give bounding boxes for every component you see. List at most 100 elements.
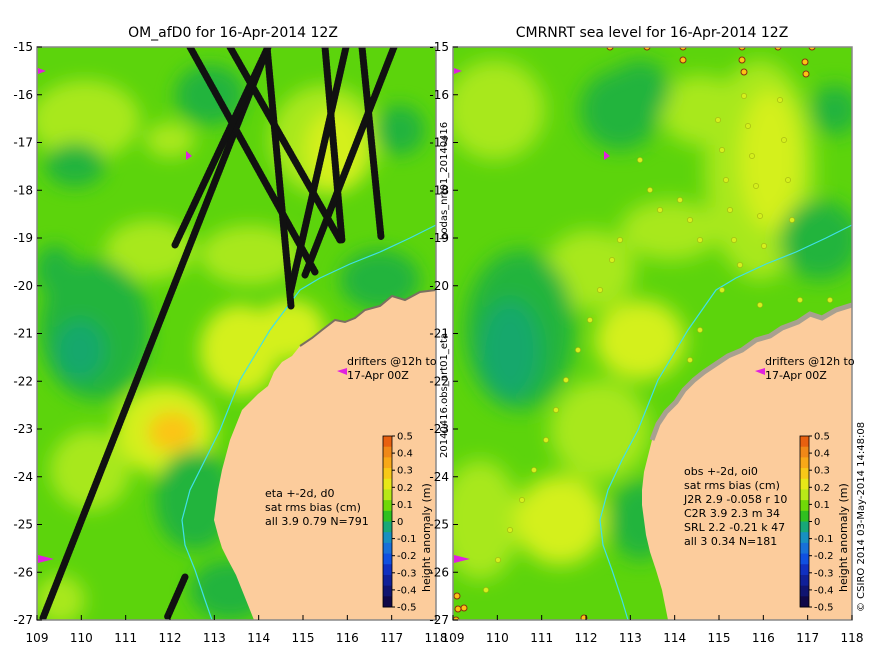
y-tick-label: -19: [429, 231, 449, 245]
x-tick-label: 112: [575, 631, 598, 645]
left-map: [37, 47, 436, 620]
y-tick-label: -22: [13, 374, 33, 388]
x-tick-label: 118: [841, 631, 864, 645]
y-tick-label: -17: [429, 136, 449, 150]
colorbar-swatch: [383, 436, 392, 448]
left-drifter-note-line1: drifters @12h to: [347, 355, 437, 368]
colorbar-swatch: [800, 532, 809, 544]
colorbar-swatch: [383, 510, 392, 522]
x-tick-label: 117: [380, 631, 403, 645]
x-tick-label: 116: [336, 631, 359, 645]
right-anomaly-field: [453, 60, 852, 580]
right-drifter-marker: [454, 555, 470, 563]
y-tick-label: -18: [429, 183, 449, 197]
colorbar-swatch: [383, 478, 392, 490]
right-drifters: [454, 68, 765, 563]
left-panel-title: OM_afD0 for 16-Apr-2014 12Z: [128, 25, 338, 41]
right-y-axis-ticks: -15 -16 -17 -18 -19 -20 -21 -22 -23 -24 -25 -26 -27: [429, 40, 458, 627]
left-stats-block: eta +-2d, d0 sat rms bias (cm) all 3.9 0…: [265, 487, 369, 528]
right-colorbar: 0.5 0.4 0.3 0.2 0.1 0 -0.1 -0.2 -0.3 -0.4 -0.5: [799, 432, 834, 614]
x-tick-label: 111: [114, 631, 137, 645]
colorbar-swatch: [383, 553, 392, 565]
colorbar-swatch: [800, 564, 809, 576]
left-isobath: [181, 224, 436, 620]
right-stats-line: obs +-2d, oi0: [684, 465, 758, 478]
right-coast-shelf: [649, 302, 852, 441]
left-drifters: [38, 68, 347, 563]
colorbar-swatch: [800, 457, 809, 469]
left-x-axis-ticks: 109 110 111 112 113 114 115 116 117 118: [26, 615, 447, 645]
colorbar-swatch: [800, 596, 809, 608]
x-tick-label: 110: [486, 631, 509, 645]
colorbar-tick-label: 0.4: [397, 449, 413, 460]
colorbar-tick-label: 0.1: [397, 500, 413, 511]
y-tick-label: -23: [429, 422, 449, 436]
right-satellite-observations: [483, 93, 833, 593]
y-tick-label: -19: [13, 231, 33, 245]
right-stats-line: J2R 2.9 -0.058 r 10: [683, 493, 787, 506]
copyright-side-label: © CSIRO 2014 03-May-2014 14:48:08: [856, 422, 867, 612]
colorbar-tick-label: 0.3: [397, 466, 413, 477]
left-stats-line: eta +-2d, d0: [265, 487, 334, 500]
colorbar-swatch: [800, 553, 809, 565]
y-tick-label: -15: [429, 40, 449, 54]
right-stats-line: sat rms bias (cm): [684, 479, 780, 492]
colorbar-swatch: [383, 574, 392, 587]
right-stats-line: SRL 2.2 -0.21 k 47: [684, 521, 785, 534]
x-tick-label: 113: [619, 631, 642, 645]
right-stats-block: obs +-2d, oi0 sat rms bias (cm) J2R 2.9 …: [683, 465, 787, 548]
colorbar-swatch: [383, 489, 392, 501]
y-tick-label: -27: [13, 613, 33, 627]
colorbar-swatch: [800, 500, 809, 512]
middle-top-side-label: bodas_nrt01_20140416: [439, 122, 450, 240]
left-australia-land: [214, 290, 436, 620]
x-tick-label: 114: [663, 631, 686, 645]
colorbar-tick-label: -0.5: [397, 603, 417, 614]
y-tick-label: -21: [429, 327, 449, 341]
right-drifter-marker: [454, 68, 462, 74]
y-tick-label: -16: [13, 88, 33, 102]
y-tick-label: -24: [13, 470, 33, 484]
x-tick-label: 109: [26, 631, 49, 645]
x-tick-label: 115: [708, 631, 731, 645]
right-isobath: [599, 224, 852, 620]
y-tick-label: -27: [429, 613, 449, 627]
x-tick-label: 115: [292, 631, 315, 645]
colorbar-swatch: [800, 574, 809, 587]
left-y-axis-ticks: -15 -16 -17 -18 -19 -20 -21 -22 -23 -24 -25 -26 -27: [13, 40, 42, 627]
colorbar-tick-label: 0: [397, 517, 403, 528]
left-colorbar: 0.5 0.4 0.3 0.2 0.1 0 -0.1 -0.2 -0.3 -0.4 -0.5: [382, 432, 417, 614]
colorbar-swatch: [383, 500, 392, 512]
y-tick-label: -20: [13, 279, 33, 293]
colorbar-swatch: [383, 542, 392, 555]
y-tick-label: -18: [13, 183, 33, 197]
y-tick-label: -21: [13, 327, 33, 341]
y-tick-label: -17: [13, 136, 33, 150]
right-map: [453, 47, 852, 620]
colorbar-swatch: [800, 489, 809, 501]
colorbar-swatch: [383, 596, 392, 608]
colorbar-swatch: [800, 585, 809, 597]
colorbar-tick-label: 0.4: [814, 449, 830, 460]
colorbar-swatch: [800, 436, 809, 448]
right-colorbar-label: height anomaly (m): [837, 483, 850, 592]
y-tick-label: -15: [13, 40, 33, 54]
colorbar-tick-label: -0.4: [397, 585, 417, 596]
colorbar-swatch: [800, 510, 809, 522]
y-tick-label: -26: [429, 565, 449, 579]
left-drifter-marker: [337, 368, 347, 375]
colorbar-swatch: [383, 521, 392, 533]
colorbar-tick-label: -0.1: [397, 534, 417, 545]
x-tick-label: 116: [752, 631, 775, 645]
colorbar-tick-label: 0.5: [397, 432, 413, 443]
left-drifter-marker: [38, 555, 54, 563]
colorbar-tick-label: -0.5: [814, 603, 834, 614]
y-tick-label: -25: [13, 518, 33, 532]
colorbar-tick-label: -0.3: [814, 568, 834, 579]
colorbar-swatch: [800, 446, 809, 458]
x-tick-label: 117: [796, 631, 819, 645]
y-tick-label: -22: [429, 374, 449, 388]
colorbar-tick-label: -0.3: [397, 568, 417, 579]
right-x-axis-ticks: 109 110 111 112 113 114 115 116 117 118: [442, 615, 864, 645]
x-tick-label: 110: [70, 631, 93, 645]
